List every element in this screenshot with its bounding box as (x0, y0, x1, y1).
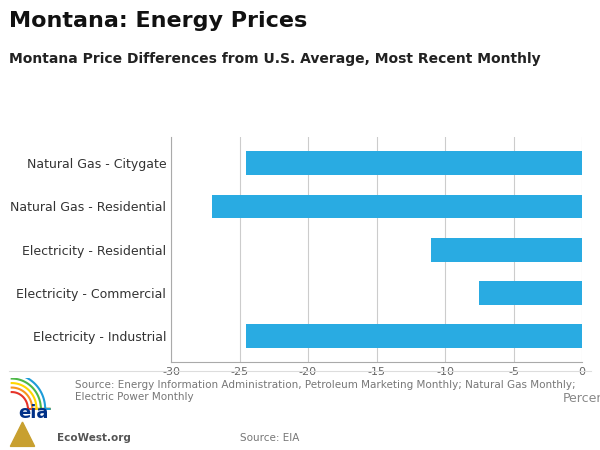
Text: Montana Price Differences from U.S. Average, Most Recent Monthly: Montana Price Differences from U.S. Aver… (9, 52, 541, 66)
Polygon shape (10, 422, 35, 446)
Text: EcoWest.org: EcoWest.org (57, 433, 131, 443)
Text: Montana: Energy Prices: Montana: Energy Prices (9, 11, 307, 31)
Bar (431, 238, 582, 261)
Bar (247, 324, 582, 348)
Text: eia: eia (19, 404, 49, 422)
Text: Source: EIA: Source: EIA (240, 433, 299, 443)
Bar (479, 281, 582, 305)
X-axis label: Percent: Percent (563, 392, 600, 405)
Bar (212, 194, 582, 218)
Bar (247, 151, 582, 175)
Text: Source: Energy Information Administration, Petroleum Marketing Monthly; Natural : Source: Energy Information Administratio… (75, 380, 575, 402)
